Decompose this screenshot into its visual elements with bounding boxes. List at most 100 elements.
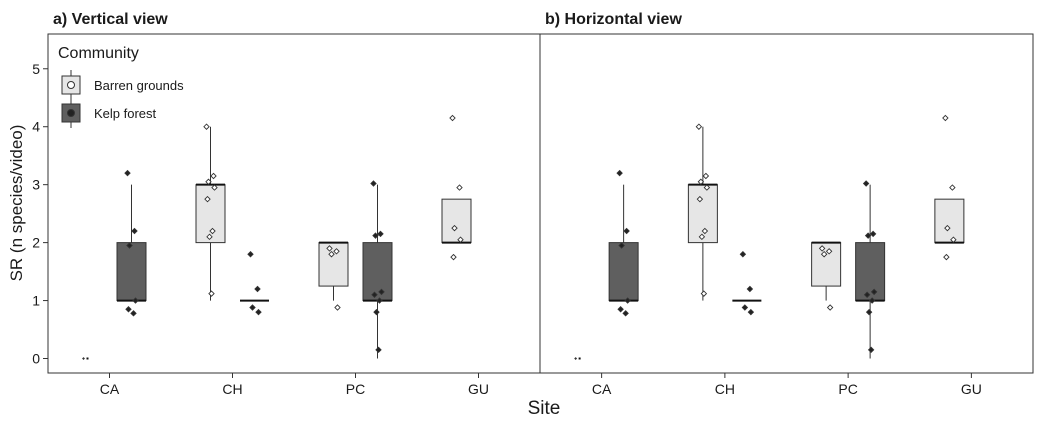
data-point [701, 227, 709, 235]
panel-title: a) Vertical view [53, 11, 168, 28]
legend-label: Kelp forest [94, 106, 157, 121]
box-barren-grounds-ca [82, 357, 89, 360]
legend-title: Community [58, 45, 139, 62]
data-point [820, 250, 828, 258]
data-point [622, 310, 629, 317]
data-point [328, 250, 335, 258]
data-point [695, 123, 703, 130]
box-barren-grounds-pc [811, 241, 842, 311]
box-barren-grounds-pc [318, 241, 349, 311]
data-point [326, 245, 333, 252]
box-barren-grounds-gu [934, 114, 965, 261]
legend: Community Barren grounds Kelp forest [58, 45, 184, 128]
y-tick-label: 3 [32, 177, 40, 193]
data-point [249, 304, 256, 311]
data-point [624, 297, 631, 304]
data-point [370, 180, 377, 187]
legend-item-kelp-forest: Kelp forest [61, 98, 157, 128]
data-point [209, 227, 216, 235]
data-point [247, 250, 254, 258]
y-axis: 0 1 2 3 4 5 [32, 61, 48, 367]
legend-point [67, 81, 75, 89]
x-tick-label: CA [592, 381, 612, 397]
x-tick-label: CA [100, 381, 120, 397]
data-point [204, 195, 211, 203]
data-point [746, 285, 754, 293]
panel-a: a) Vertical view CA CH PC GU [47, 11, 541, 397]
legend-label: Barren grounds [94, 78, 184, 93]
box-iqr [441, 198, 472, 244]
data-point [950, 236, 957, 243]
y-tick-label: 4 [32, 119, 40, 135]
box-barren-grounds-ca [574, 357, 581, 360]
data-point [825, 248, 833, 255]
data-point [449, 114, 456, 122]
y-tick-label: 5 [32, 61, 40, 77]
data-point [869, 230, 877, 238]
box-barren-grounds-gu [441, 114, 472, 261]
data-point [450, 253, 457, 261]
data-point [739, 250, 747, 258]
box-iqr [934, 198, 965, 244]
data-point [944, 224, 951, 232]
data-point [862, 180, 870, 187]
y-axis-title: SR (n species/video) [7, 125, 26, 282]
data-point [371, 291, 378, 299]
data-point [616, 169, 623, 177]
data-point [124, 169, 131, 177]
data-point [818, 245, 826, 252]
data-point [618, 242, 625, 249]
data-point [826, 304, 834, 311]
x-tick-label: CH [222, 381, 242, 397]
box-iqr [318, 242, 349, 287]
data-point [373, 308, 380, 316]
data-point [130, 310, 137, 317]
data-point [700, 290, 708, 297]
data-point [702, 172, 710, 180]
box-kelp-forest-ca [608, 169, 639, 317]
x-tick-label: PC [838, 381, 857, 397]
data-point [208, 290, 215, 297]
y-tick-label: 1 [32, 293, 40, 309]
data-point [574, 357, 578, 360]
data-point [865, 308, 873, 316]
panel-border [539, 33, 1034, 374]
data-point [334, 304, 341, 311]
x-tick-label: PC [346, 381, 365, 397]
data-point [456, 184, 463, 191]
data-point [203, 123, 210, 130]
data-point [747, 308, 755, 316]
panel-b: b) Horizontal view CA CH PC GU [539, 11, 1034, 397]
data-point [206, 233, 213, 241]
box-barren-grounds-ch [195, 123, 226, 301]
data-point [205, 178, 212, 186]
data-point [697, 178, 705, 186]
data-point [741, 304, 749, 311]
box-barren-grounds-ch [687, 123, 718, 301]
data-point [375, 346, 382, 354]
legend-item-barren-grounds: Barren grounds [61, 70, 184, 100]
data-point [623, 227, 630, 235]
box-kelp-forest-pc [855, 180, 886, 359]
data-point [943, 253, 950, 261]
data-point [696, 195, 704, 203]
data-point [703, 184, 711, 191]
data-point [254, 285, 261, 293]
data-point [942, 114, 949, 122]
data-point [210, 172, 217, 180]
x-tick-label: GU [961, 381, 982, 397]
box-iqr [855, 242, 886, 302]
data-point [698, 233, 706, 241]
data-point [378, 288, 385, 296]
data-point [126, 242, 133, 249]
data-point [457, 236, 464, 243]
legend-point [67, 109, 75, 117]
data-point [864, 232, 872, 239]
data-point [372, 232, 379, 239]
data-point [451, 224, 458, 232]
box-kelp-forest-ca [116, 169, 147, 317]
data-point [255, 308, 262, 316]
panel-title: b) Horizontal view [545, 11, 682, 28]
box-kelp-forest-ch [240, 250, 269, 316]
